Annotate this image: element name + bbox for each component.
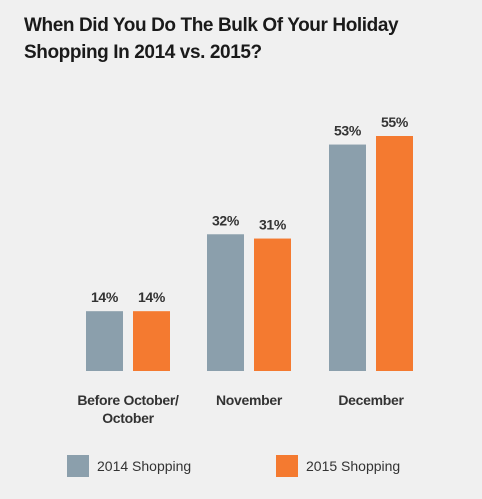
category-label: Before October/ [77, 392, 179, 408]
bar-2015-cat-1 [254, 238, 291, 371]
legend-label-2015: 2015 Shopping [306, 458, 400, 474]
bar-value-label: 32% [212, 212, 240, 228]
bar-value-label: 55% [381, 114, 409, 130]
bar-2015-cat-2 [376, 136, 413, 371]
chart-title-line-1: When Did You Do The Bulk Of Your Holiday [24, 15, 399, 36]
bar-2014-cat-0 [86, 311, 123, 371]
bar-value-label: 14% [138, 289, 166, 305]
bar-value-label: 14% [91, 289, 119, 305]
legend-swatch-2015 [276, 455, 298, 477]
bar-2015-cat-0 [133, 311, 170, 371]
chart-title-line-2: Shopping In 2014 vs. 2015? [24, 42, 262, 63]
bar-2014-cat-2 [329, 144, 366, 371]
category-label: December [338, 392, 404, 408]
bar-value-label: 31% [259, 217, 287, 233]
category-label: October [102, 410, 154, 426]
legend-swatch-2014 [67, 455, 89, 477]
chart-title: When Did You Do The Bulk Of Your Holiday… [24, 12, 464, 66]
category-label: November [216, 392, 283, 408]
legend-label-2014: 2014 Shopping [97, 458, 191, 474]
bar-value-label: 53% [334, 123, 362, 139]
bar-2014-cat-1 [207, 234, 244, 371]
